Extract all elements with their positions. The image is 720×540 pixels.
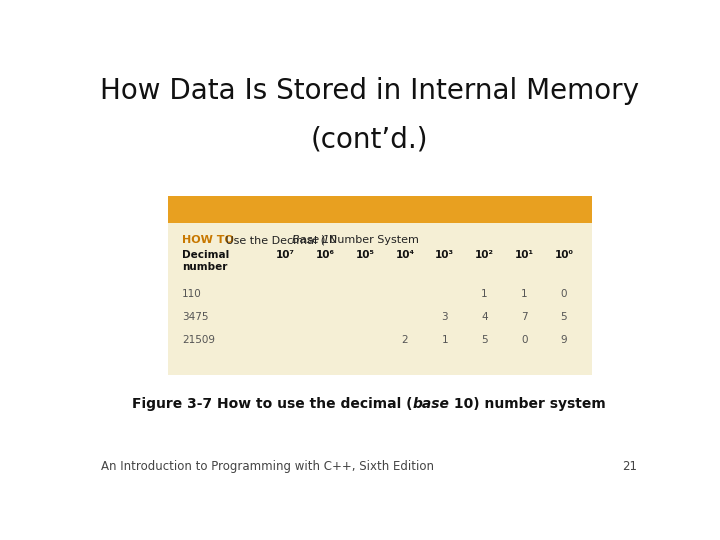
Text: 21509: 21509: [182, 335, 215, 345]
Text: 10¹: 10¹: [515, 250, 534, 260]
Text: 1: 1: [441, 335, 448, 345]
Text: 3475: 3475: [182, 312, 209, 322]
Text: 0: 0: [561, 289, 567, 299]
Text: 1: 1: [481, 289, 487, 299]
Text: base: base: [413, 397, 449, 411]
Text: 21: 21: [622, 460, 637, 473]
Text: 0: 0: [521, 335, 528, 345]
Text: 2: 2: [402, 335, 408, 345]
Text: 10⁵: 10⁵: [356, 250, 374, 260]
Text: HOW TO: HOW TO: [182, 235, 234, 245]
Text: 5: 5: [561, 312, 567, 322]
Text: Decimal
number: Decimal number: [182, 250, 229, 272]
Text: Figure 3-7 How to use the decimal (: Figure 3-7 How to use the decimal (: [132, 397, 413, 411]
Text: 3: 3: [441, 312, 448, 322]
Text: 10⁰: 10⁰: [554, 250, 573, 260]
Text: 4: 4: [481, 312, 487, 322]
Text: 10³: 10³: [435, 250, 454, 260]
Text: 10⁷: 10⁷: [276, 250, 295, 260]
Text: 1: 1: [521, 289, 528, 299]
FancyBboxPatch shape: [168, 196, 593, 223]
Text: 10²: 10²: [475, 250, 494, 260]
Text: 7: 7: [521, 312, 528, 322]
Text: (cont’d.): (cont’d.): [310, 125, 428, 153]
Text: Base 10: Base 10: [292, 235, 337, 245]
Text: 10⁴: 10⁴: [395, 250, 415, 260]
Text: An Introduction to Programming with C++, Sixth Edition: An Introduction to Programming with C++,…: [101, 460, 434, 473]
Text: ) Number System: ) Number System: [321, 235, 419, 245]
Text: Use the Decimal (: Use the Decimal (: [222, 235, 325, 245]
Text: How Data Is Stored in Internal Memory: How Data Is Stored in Internal Memory: [99, 77, 639, 105]
Text: 10⁶: 10⁶: [316, 250, 335, 260]
Text: 5: 5: [481, 335, 487, 345]
Text: 110: 110: [182, 289, 202, 299]
Text: 10) number system: 10) number system: [449, 397, 606, 411]
FancyBboxPatch shape: [168, 196, 593, 375]
Text: 9: 9: [561, 335, 567, 345]
